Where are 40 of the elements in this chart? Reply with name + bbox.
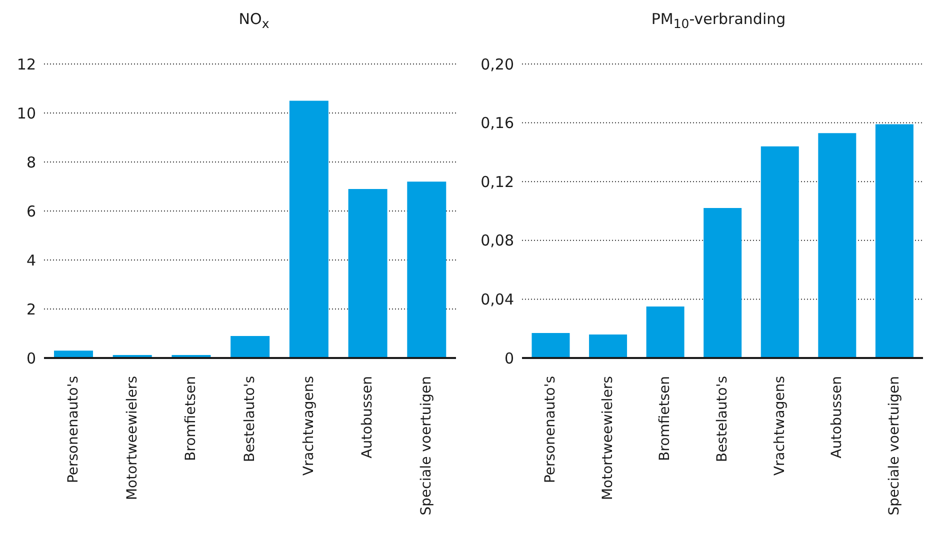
y-tick-label: 4 xyxy=(26,251,36,270)
x-tick-label: Bromfietsen xyxy=(657,376,674,461)
x-tick-label: Vrachtwagens xyxy=(772,376,788,476)
x-tick-label: Bestelauto's xyxy=(714,376,730,462)
y-tick-label: 0 xyxy=(504,349,514,368)
chart-title: PM$_{10}$-verbranding xyxy=(650,9,787,33)
bar xyxy=(646,306,684,358)
y-tick-label: 0 xyxy=(26,349,36,368)
x-tick-label: Speciale voertuigen xyxy=(886,376,902,516)
x-tick-label: Speciale voertuigen xyxy=(418,376,435,516)
bar xyxy=(704,208,742,358)
x-tick-label: Vrachtwagens xyxy=(300,376,317,476)
x-tick-label: Bestelauto's xyxy=(242,376,258,462)
bar xyxy=(230,336,270,358)
x-tick-label: Personenauto's xyxy=(65,376,82,484)
x-tick-label: Motortweewielers xyxy=(124,376,140,500)
y-tick-label: 10 xyxy=(16,104,36,122)
y-tick-label: 0,04 xyxy=(480,290,514,309)
chart-title: NO$_{x}$ xyxy=(238,9,270,33)
y-tick-label: 0,12 xyxy=(480,172,514,191)
x-tick-label: Autobussen xyxy=(360,376,376,458)
bar xyxy=(589,334,628,358)
bar xyxy=(407,182,446,358)
bar xyxy=(348,188,388,358)
x-tick-label: Autobussen xyxy=(829,376,846,458)
x-tick-label: Bromfietsen xyxy=(183,376,200,461)
bar xyxy=(875,124,914,358)
y-tick-label: 8 xyxy=(26,153,36,172)
bar xyxy=(289,100,328,358)
y-tick-label: 2 xyxy=(26,300,36,318)
bar xyxy=(532,333,570,358)
bar xyxy=(760,146,799,358)
x-tick-label: Personenauto's xyxy=(542,376,559,484)
bar xyxy=(818,133,856,358)
y-tick-label: 6 xyxy=(26,202,36,220)
x-tick-label: Motortweewielers xyxy=(600,376,616,500)
y-tick-label: 12 xyxy=(16,55,36,74)
y-tick-label: 0,20 xyxy=(480,55,514,74)
y-tick-label: 0,16 xyxy=(480,114,514,132)
y-tick-label: 0,08 xyxy=(480,232,514,250)
